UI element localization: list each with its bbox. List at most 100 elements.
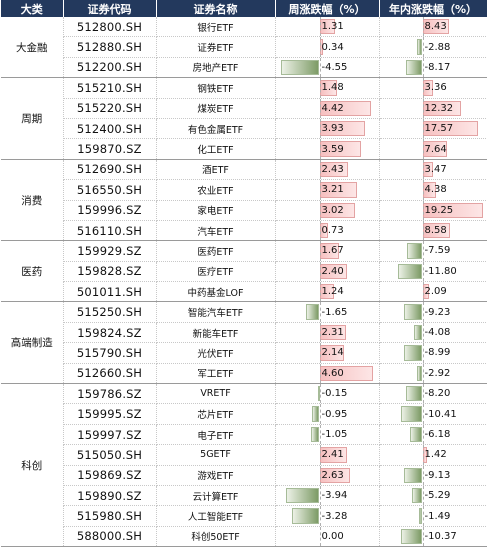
year-change-cell: -9.13 [379, 465, 487, 486]
year-change-cell: 8.43 [379, 17, 487, 38]
year-change-value: 8.58 [424, 225, 447, 237]
week-change-cell: 2.14 [275, 342, 380, 364]
table-row: 515050.SH 5GETF 2.41 1.42 [1, 444, 487, 466]
year-change-value: -9.13 [424, 469, 451, 481]
year-zero-axis [422, 200, 424, 220]
week-change-cell: 4.60 [275, 363, 380, 385]
year-change-bar [414, 324, 423, 341]
year-change-value: 3.36 [424, 82, 447, 94]
year-change-cell: -10.37 [379, 526, 487, 547]
week-zero-axis [319, 424, 321, 444]
week-zero-axis [319, 78, 321, 98]
year-change-value: -2.88 [424, 41, 451, 53]
year-change-cell: -2.92 [379, 363, 487, 385]
year-change-bar [405, 59, 423, 76]
table-row: 159870.SZ 化工ETF 3.59 7.64 [1, 138, 487, 160]
category-label: 大金融 [1, 17, 64, 79]
year-change-cell: 1.42 [379, 444, 487, 466]
week-change-bar [281, 59, 320, 76]
week-change-cell: 3.02 [275, 200, 380, 221]
security-code: 159996.SZ [63, 200, 157, 221]
week-change-cell: 2.43 [275, 159, 380, 181]
week-zero-axis [319, 343, 321, 363]
security-code: 501011.SH [63, 281, 157, 303]
security-code: 515980.SH [63, 505, 157, 527]
year-change-value: 3.47 [424, 163, 447, 175]
week-zero-axis [319, 363, 321, 383]
table-body: 大金融 512800.SH 银行ETF 1.31 8.43 512880.SH 证券ETF 0… [1, 17, 487, 547]
year-change-bar [405, 386, 423, 402]
year-change-value: -10.37 [424, 530, 457, 542]
table-row: 医药 159929.SZ 医药ETF 1.67 -7.59 [1, 240, 487, 303]
week-change-cell: -1.65 [275, 301, 380, 323]
year-change-cell: -2.88 [379, 36, 487, 58]
table-row: 159996.SZ 家电ETF 3.02 19.25 [1, 200, 487, 221]
year-change-value: 12.32 [424, 102, 454, 114]
security-name: 房地产ETF [156, 57, 276, 79]
week-zero-axis [319, 384, 321, 403]
security-code: 159824.SZ [63, 322, 157, 344]
week-change-value: 2.31 [321, 327, 344, 339]
week-change-value: 0.00 [321, 530, 344, 542]
year-change-bar [416, 39, 423, 55]
security-code: 515250.SH [63, 301, 157, 323]
table-row: 516110.SH 汽车ETF 0.73 8.58 [1, 220, 487, 242]
year-zero-axis [422, 220, 424, 240]
year-change-cell: 4.38 [379, 179, 487, 201]
security-name: 人工智能ETF [156, 505, 276, 527]
week-change-cell: -3.28 [275, 505, 380, 527]
security-name: 家电ETF [156, 200, 276, 221]
table-row: 501011.SH 中药基金LOF 1.24 2.09 [1, 281, 487, 303]
year-change-value: -7.59 [424, 245, 451, 257]
year-change-cell: -8.17 [379, 57, 487, 79]
security-code: 515050.SH [63, 444, 157, 466]
year-change-value: 1.42 [424, 449, 447, 461]
week-zero-axis [319, 180, 321, 199]
year-change-cell: -4.08 [379, 322, 487, 344]
year-change-value: -4.08 [424, 327, 451, 339]
week-zero-axis [319, 261, 321, 281]
week-change-value: 1.31 [321, 21, 344, 33]
week-change-value: 3.59 [321, 143, 344, 155]
year-change-value: -6.18 [424, 429, 451, 440]
security-code: 159828.SZ [63, 261, 157, 283]
week-change-cell: -4.55 [275, 57, 380, 79]
table-row: 159890.SZ 云计算ETF -3.94 -5.29 [1, 485, 487, 507]
table-row: 科创 159786.SZ VRETF -0.15 -8.20 [1, 383, 487, 547]
year-change-bar [404, 345, 423, 361]
year-zero-axis [422, 465, 424, 485]
week-zero-axis [319, 118, 321, 138]
year-change-bar [416, 365, 423, 382]
year-zero-axis [422, 445, 424, 465]
header-code: 证券代码 [63, 0, 157, 17]
week-change-value: 2.43 [321, 163, 344, 175]
security-code: 512400.SH [63, 118, 157, 140]
year-zero-axis [422, 159, 424, 179]
year-change-value: -5.29 [424, 490, 451, 502]
year-zero-axis [422, 241, 424, 261]
year-change-bar [409, 426, 423, 443]
year-change-cell: -9.23 [379, 301, 487, 323]
security-code: 512660.SH [63, 363, 157, 385]
week-zero-axis [319, 282, 321, 301]
week-change-value: 2.41 [321, 449, 344, 461]
week-zero-axis [319, 139, 321, 159]
security-code: 512880.SH [63, 36, 157, 58]
year-change-cell: 17.57 [379, 118, 487, 140]
year-zero-axis [422, 282, 424, 301]
year-change-value: -8.99 [424, 347, 451, 359]
security-code: 516110.SH [63, 220, 157, 242]
security-name: 钢铁ETF [156, 77, 276, 99]
year-change-value: -1.49 [424, 510, 451, 522]
year-change-cell: -6.18 [379, 424, 487, 446]
week-change-value: -3.94 [321, 490, 348, 502]
security-name: 新能车ETF [156, 322, 276, 344]
year-change-cell: 12.32 [379, 98, 487, 119]
table-row: 消费 512690.SH 酒ETF 2.43 3.47 [1, 159, 487, 242]
security-code: 159786.SZ [63, 383, 157, 405]
security-name: 化工ETF [156, 138, 276, 160]
year-change-value: -10.41 [424, 408, 457, 420]
week-change-cell: 0.34 [275, 36, 380, 58]
year-zero-axis [422, 322, 424, 342]
